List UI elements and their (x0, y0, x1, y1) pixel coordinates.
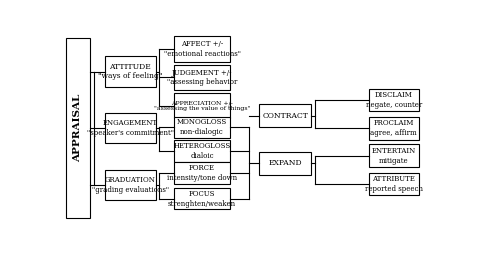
Text: EXPAND: EXPAND (268, 160, 302, 167)
Text: AFFECT +/-
"emotional reactions": AFFECT +/- "emotional reactions" (164, 40, 240, 58)
FancyBboxPatch shape (368, 117, 419, 139)
Text: ATTITUDE
"ways of feeling": ATTITUDE "ways of feeling" (98, 63, 162, 81)
Text: DISCLAIM
negate, counter: DISCLAIM negate, counter (366, 91, 422, 109)
Text: MONOGLOSS
non-dialogic: MONOGLOSS non-dialogic (177, 118, 227, 136)
Text: HETEROGLOSS
dialoic: HETEROGLOSS dialoic (174, 142, 231, 160)
Text: APPRAISAL: APPRAISAL (74, 94, 82, 163)
FancyBboxPatch shape (105, 170, 156, 200)
FancyBboxPatch shape (174, 188, 230, 210)
FancyBboxPatch shape (368, 89, 419, 111)
FancyBboxPatch shape (174, 36, 230, 62)
FancyBboxPatch shape (174, 117, 230, 138)
Text: ATTRIBUTE
reported speech: ATTRIBUTE reported speech (365, 175, 423, 193)
FancyBboxPatch shape (174, 93, 230, 118)
Text: FORCE
intensity/tone down: FORCE intensity/tone down (167, 164, 237, 182)
Text: JUDGEMENT +/-
"assessing behavior: JUDGEMENT +/- "assessing behavior (167, 69, 237, 86)
Text: ENGAGEMENT
"speaker's commitment": ENGAGEMENT "speaker's commitment" (87, 119, 174, 137)
FancyBboxPatch shape (174, 140, 230, 162)
FancyBboxPatch shape (368, 145, 419, 167)
FancyBboxPatch shape (259, 104, 312, 127)
FancyBboxPatch shape (368, 173, 419, 195)
Text: CONTRACT: CONTRACT (262, 112, 308, 120)
Text: APPRECIATION +/-
"assessing the value of things": APPRECIATION +/- "assessing the value of… (154, 100, 250, 111)
Text: PROCLAIM
agree, affirm: PROCLAIM agree, affirm (370, 119, 417, 137)
FancyBboxPatch shape (259, 152, 312, 175)
FancyBboxPatch shape (66, 38, 90, 218)
Text: ENTERTAIN
mitigate: ENTERTAIN mitigate (372, 147, 416, 165)
FancyBboxPatch shape (105, 113, 156, 144)
Text: GRADUATION
"grading evaluations": GRADUATION "grading evaluations" (92, 176, 169, 194)
FancyBboxPatch shape (174, 163, 230, 184)
FancyBboxPatch shape (174, 65, 230, 90)
FancyBboxPatch shape (105, 56, 156, 87)
Text: FOCUS
strenghten/weaken: FOCUS strenghten/weaken (168, 190, 236, 208)
